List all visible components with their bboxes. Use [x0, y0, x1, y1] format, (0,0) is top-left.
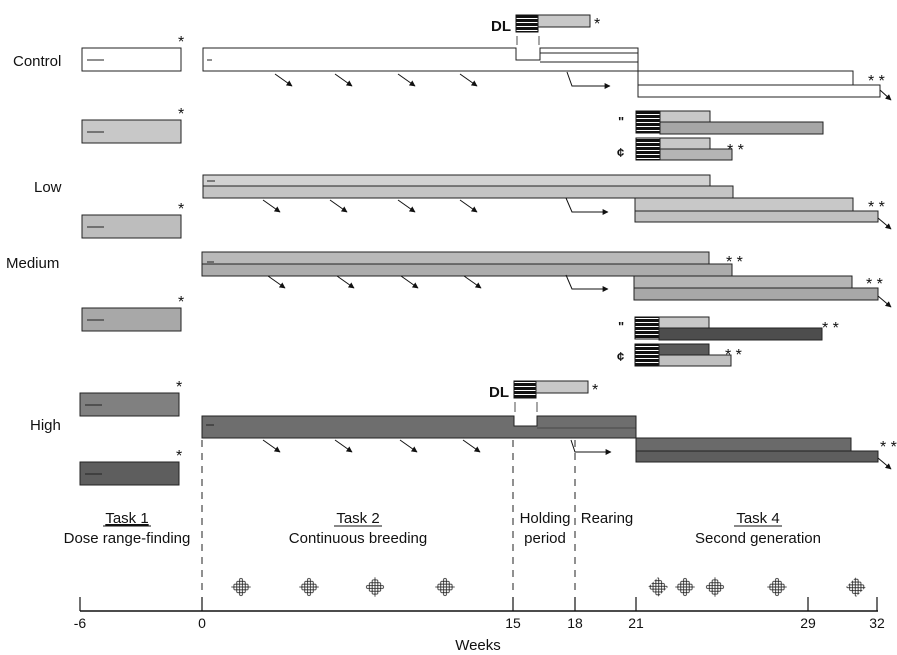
- task1-box-low: [81, 119, 182, 144]
- axis-tick-label: 0: [198, 615, 206, 631]
- task2-subtitle: Continuous breeding: [289, 530, 427, 547]
- task4-title: Task 4: [736, 510, 779, 527]
- group-label-low: Low: [34, 179, 62, 196]
- axis-title: Weeks: [455, 637, 501, 654]
- high-timeline: DL * * *: [201, 380, 897, 470]
- asterisk-dl-high: *: [592, 382, 598, 399]
- double-asterisk-medium-a: * *: [726, 254, 743, 271]
- dl-label-high: DL: [489, 384, 509, 401]
- group-label-high: High: [30, 417, 61, 434]
- female-symbol-medium: ¢: [617, 349, 624, 364]
- female-symbol-low: ¢: [617, 145, 624, 160]
- task1-box-high2: [79, 461, 180, 486]
- task1-box-control: [81, 47, 182, 72]
- male-symbol-low: ": [618, 114, 624, 129]
- task4-subtitle: Second generation: [695, 530, 821, 547]
- task1-title: Task 1: [105, 510, 148, 527]
- task2-title: Task 2: [336, 510, 379, 527]
- asterisk-task1-high2: *: [176, 448, 182, 465]
- axis-tick-label: 32: [869, 615, 885, 631]
- axis-tick-label: -6: [74, 615, 87, 631]
- weeks-axis: -6 0 15 18 21 29 32 Weeks: [74, 597, 885, 654]
- crosshatch-marker: [365, 577, 385, 597]
- crosshatch-marker: [648, 577, 668, 597]
- medium-timeline: * * * * " * * ¢ * *: [201, 251, 892, 367]
- crosshatch-marker: [675, 577, 695, 597]
- male-symbol-medium: ": [618, 319, 624, 334]
- double-asterisk-control: * *: [868, 73, 885, 90]
- crosshatch-marker: [435, 577, 455, 597]
- asterisk-task1-high: *: [176, 379, 182, 396]
- crosshatch-marker: [231, 577, 251, 597]
- task1-box-low2: [81, 214, 182, 239]
- holding-label-line1: Holding: [520, 510, 571, 527]
- task1-box-high: [79, 392, 180, 417]
- double-asterisk-medium-male: * *: [822, 320, 839, 337]
- crosshatch-marker: [299, 577, 319, 597]
- dl-label-control: DL: [491, 18, 511, 35]
- group-label-medium: Medium: [6, 255, 59, 272]
- double-asterisk-low: * *: [868, 199, 885, 216]
- task1-box-medium: [81, 307, 182, 332]
- asterisk-task1-control: *: [178, 34, 184, 51]
- asterisk-task1-low: *: [178, 106, 184, 123]
- group-label-control: Control: [13, 53, 61, 70]
- double-asterisk-medium-female: * *: [725, 347, 742, 364]
- axis-tick-label: 18: [567, 615, 583, 631]
- crosshatch-marker: [767, 577, 787, 597]
- crosshatch-marker: [705, 577, 725, 597]
- axis-tick-label: 21: [628, 615, 644, 631]
- control-timeline: DL * * *: [202, 14, 892, 101]
- holding-label-line2: period: [524, 530, 566, 547]
- axis-tick-label: 29: [800, 615, 816, 631]
- task-labels: Task 1 Dose range-finding Task 2 Continu…: [64, 510, 821, 547]
- double-asterisk-medium-b: * *: [866, 276, 883, 293]
- asterisk-dl-control: *: [594, 16, 600, 33]
- asterisk-task1-low2: *: [178, 201, 184, 218]
- double-asterisk-high: * *: [880, 439, 897, 456]
- crosshatch-marker: [846, 577, 866, 597]
- axis-tick-label: 15: [505, 615, 521, 631]
- double-asterisk-low-female: * *: [727, 142, 744, 159]
- task1-dose-boxes: * * * * * *: [79, 34, 184, 486]
- rearing-label: Rearing: [581, 510, 634, 527]
- necropsy-markers: [231, 577, 866, 597]
- task1-subtitle: Dose range-finding: [64, 530, 191, 547]
- low-timeline: " ¢ * * * *: [202, 110, 892, 230]
- asterisk-task1-medium: *: [178, 294, 184, 311]
